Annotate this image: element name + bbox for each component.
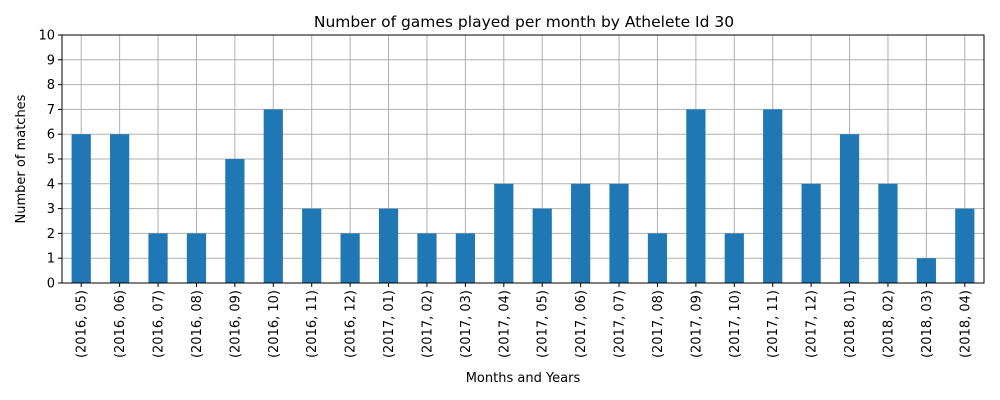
y-tick-label: 9: [47, 53, 55, 68]
x-tick-label: (2016, 09): [228, 290, 243, 358]
bar: [686, 109, 706, 284]
x-tick-label: (2017, 09): [689, 290, 704, 358]
bar: [839, 134, 860, 283]
x-tick-label: (2017, 03): [459, 290, 474, 358]
x-tick-label: (2016, 06): [113, 290, 128, 358]
chart-title: Number of games played per month by Athe…: [314, 13, 734, 31]
bar: [609, 183, 629, 283]
y-tick-label: 0: [47, 277, 55, 292]
bar: [571, 183, 591, 283]
bar: [455, 233, 475, 283]
x-tick-label: (2017, 12): [805, 290, 820, 358]
bar: [724, 233, 744, 283]
bar: [148, 233, 168, 283]
bar: [302, 208, 322, 283]
x-tick-label: (2017, 08): [651, 290, 666, 358]
bar: [494, 183, 514, 283]
y-tick-label: 3: [47, 202, 55, 217]
bar: [532, 208, 552, 283]
y-tick-label: 4: [47, 177, 55, 192]
x-tick-label: (2016, 11): [305, 290, 320, 358]
x-tick-label: (2017, 01): [382, 290, 397, 358]
x-tick-label: (2016, 05): [75, 290, 90, 358]
x-tick-label: (2016, 12): [344, 290, 359, 358]
bar: [225, 159, 245, 283]
x-tick-label: (2016, 07): [152, 290, 167, 358]
x-tick-label: (2018, 03): [920, 290, 935, 358]
bar: [878, 183, 898, 283]
y-tick-label: 6: [47, 128, 55, 143]
bar: [186, 233, 207, 283]
bar: [955, 208, 975, 283]
bar: [263, 109, 283, 284]
bar: [378, 208, 399, 283]
bar: [71, 134, 91, 283]
y-tick-label: 5: [47, 153, 55, 168]
x-axis-title: Months and Years: [466, 371, 581, 386]
x-tick-label: (2017, 11): [766, 290, 781, 358]
bar: [110, 134, 130, 283]
y-axis: 0 1 2 3 4 5 6 7 8 9 10: [38, 29, 62, 292]
y-tick-label: 1: [47, 252, 55, 267]
bar: [916, 258, 936, 283]
x-tick-label: (2017, 07): [613, 290, 628, 358]
y-tick-label: 2: [47, 227, 55, 242]
bar: [340, 233, 360, 283]
x-axis: (2016, 05) (2016, 06) (2016, 07) (2016, 08)…: [75, 283, 973, 358]
x-tick-label: (2018, 02): [881, 290, 896, 358]
bar: [801, 183, 821, 283]
x-tick-label: (2017, 02): [420, 290, 435, 358]
y-tick-label: 10: [38, 29, 55, 44]
x-tick-label: (2017, 04): [497, 290, 512, 358]
x-tick-label: (2017, 10): [728, 290, 743, 358]
bar: [763, 109, 783, 284]
bar: [417, 233, 437, 283]
y-tick-label: 7: [47, 103, 55, 118]
x-tick-label: (2017, 06): [574, 290, 589, 358]
x-tick-label: (2018, 01): [843, 290, 858, 358]
x-tick-label: (2016, 10): [267, 290, 282, 358]
y-tick-label: 8: [47, 78, 55, 93]
x-tick-label: (2017, 05): [536, 290, 551, 358]
x-tick-label: (2016, 08): [190, 290, 205, 358]
y-axis-title: Number of matches: [14, 94, 29, 223]
x-tick-label: (2018, 04): [958, 290, 973, 358]
bar: [647, 233, 668, 283]
bars: [71, 109, 975, 284]
